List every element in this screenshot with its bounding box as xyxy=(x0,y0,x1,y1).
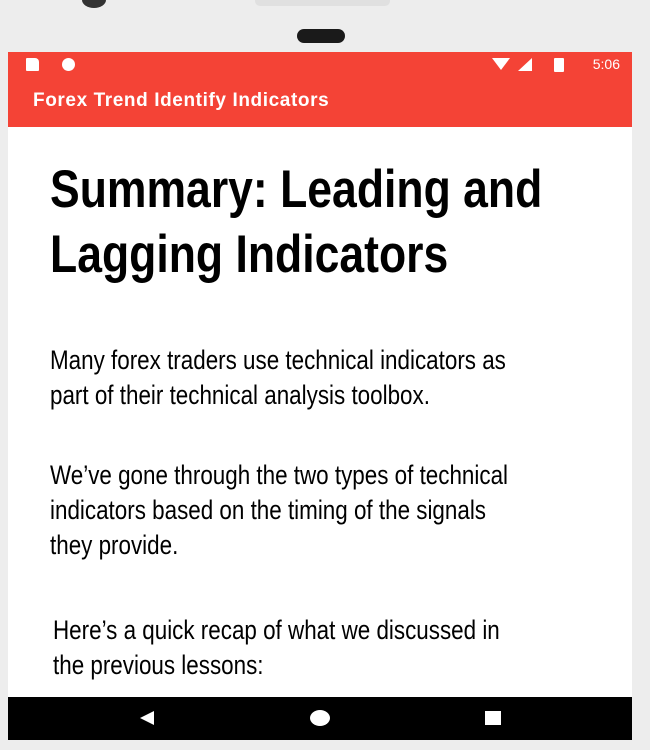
app-title: Forex Trend Identify Indicators xyxy=(33,90,330,111)
signal-icon xyxy=(518,58,532,71)
paragraph-line: Here’s a quick recap of what we discusse… xyxy=(53,615,500,645)
paragraph: Many forex traders use technical indicat… xyxy=(50,343,506,413)
battery-icon xyxy=(554,58,564,72)
paragraph: We’ve gone through the two types of tech… xyxy=(50,458,508,563)
heading-line: Lagging Indicators xyxy=(50,225,449,284)
status-bar: 5:06 xyxy=(8,52,632,76)
earpiece-speaker xyxy=(297,29,345,43)
wifi-icon xyxy=(492,58,510,70)
sd-card-icon xyxy=(26,58,39,71)
paragraph-line: Many forex traders use technical indicat… xyxy=(50,345,506,375)
article-heading: Summary: Leading and Lagging Indicators xyxy=(50,157,542,287)
device-sensor xyxy=(255,0,390,6)
navigation-bar xyxy=(8,697,632,740)
paragraph-line: the previous lessons: xyxy=(53,650,264,680)
front-camera xyxy=(82,0,106,8)
recents-icon[interactable] xyxy=(485,711,501,725)
paragraph-line: they provide. xyxy=(50,530,179,560)
paragraph-line: We’ve gone through the two types of tech… xyxy=(50,460,509,490)
home-icon[interactable] xyxy=(310,710,330,726)
record-icon xyxy=(62,58,75,71)
article-content[interactable]: Summary: Leading and Lagging Indicators … xyxy=(8,127,632,697)
paragraph: Here’s a quick recap of what we discusse… xyxy=(53,613,500,683)
status-time: 5:06 xyxy=(592,56,620,72)
phone-screen: 5:06 Forex Trend Identify Indicators Sum… xyxy=(8,52,632,740)
paragraph-line: indicators based on the timing of the si… xyxy=(50,495,487,525)
heading-line: Summary: Leading and xyxy=(50,160,543,219)
app-bar: Forex Trend Identify Indicators xyxy=(8,76,632,127)
paragraph-line: part of their technical analysis toolbox… xyxy=(50,380,430,410)
back-icon[interactable] xyxy=(140,711,154,725)
